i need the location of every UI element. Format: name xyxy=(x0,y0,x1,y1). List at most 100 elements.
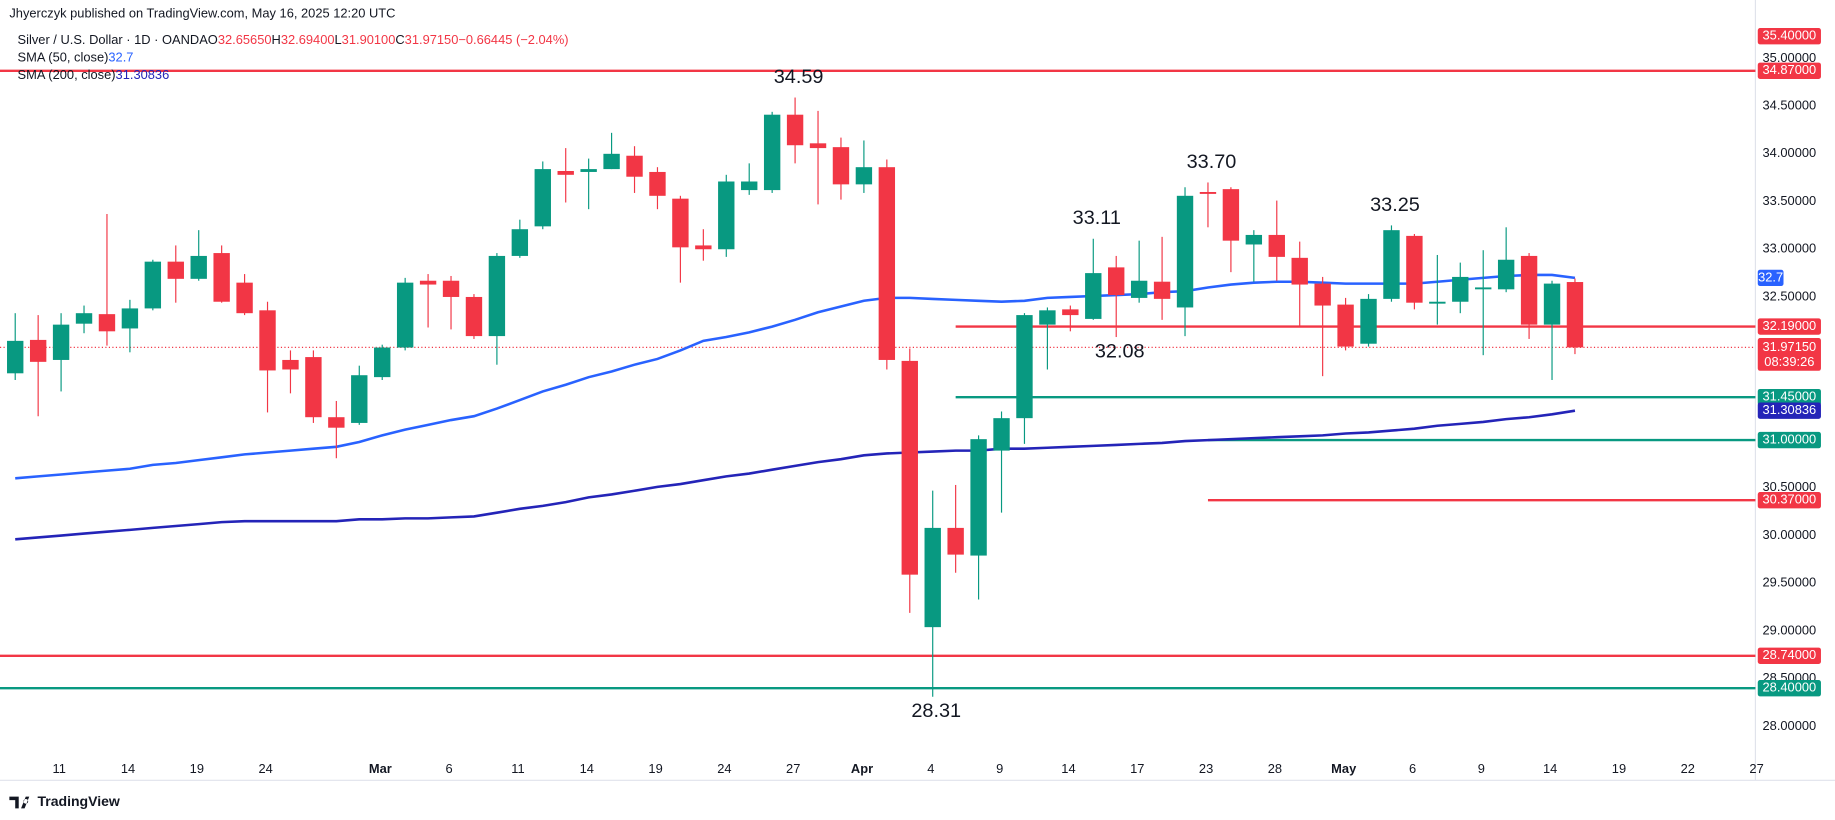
candle-body xyxy=(75,313,93,324)
level-label: 28.74000 xyxy=(1763,647,1817,662)
candle-body xyxy=(580,169,597,172)
candle-body xyxy=(1085,273,1102,319)
legend-ohlc-value: 31.97150 xyxy=(405,32,459,47)
sma-axis-label: 32.7 xyxy=(1758,269,1783,284)
candle-body xyxy=(351,375,368,423)
level-label-box xyxy=(1757,431,1821,449)
candle-body xyxy=(832,147,850,185)
candle-body xyxy=(1314,283,1331,306)
y-tick-label: 33.00000 xyxy=(1763,241,1817,256)
y-tick-label: 33.50000 xyxy=(1763,193,1817,208)
candle-body xyxy=(786,114,804,146)
candle-body xyxy=(511,229,529,256)
candle-body xyxy=(419,280,437,285)
candle-body xyxy=(1566,282,1584,348)
level-label: 28.40000 xyxy=(1763,680,1817,695)
candle-body xyxy=(488,255,506,337)
candle-body xyxy=(1383,230,1400,299)
x-tick-label: 19 xyxy=(190,761,204,776)
y-tick-label: 32.50000 xyxy=(1763,288,1817,303)
y-tick-label: 34.50000 xyxy=(1763,98,1817,113)
candle-body xyxy=(465,296,483,337)
annotation: 28.31 xyxy=(911,700,961,722)
candle-body xyxy=(626,155,643,177)
candle-body xyxy=(1222,189,1240,241)
legend-ohlc-key: H xyxy=(272,32,281,47)
y-tick-label: 34.00000 xyxy=(1763,145,1817,160)
candle-body xyxy=(1520,255,1538,325)
candle-body xyxy=(672,198,689,248)
candle-body xyxy=(603,153,620,170)
legend-ohlc-key: L xyxy=(335,32,342,47)
legend-sma-value: 31.30836 xyxy=(116,67,170,82)
x-tick-label: 28 xyxy=(1268,761,1282,776)
sma-line xyxy=(15,273,1576,480)
x-tick-label: 24 xyxy=(258,761,272,776)
candle-body xyxy=(52,324,70,360)
header: Jhyerczyk published on TradingView.com, … xyxy=(9,5,395,20)
x-tick-label: 17 xyxy=(1130,761,1144,776)
candle-body xyxy=(763,114,781,191)
candle-body xyxy=(557,170,574,175)
annotation: 33.25 xyxy=(1370,194,1420,216)
x-tick-label: 24 xyxy=(717,761,731,776)
footer-logo xyxy=(9,796,30,809)
candle-body xyxy=(695,245,712,250)
legend-sma: SMA (200, close)31.30836 xyxy=(18,67,170,82)
candle-body xyxy=(1268,234,1285,257)
price-label: 31.97150 xyxy=(1763,339,1817,354)
candle-body xyxy=(1497,259,1515,290)
x-tick-label: 27 xyxy=(1749,761,1763,776)
candle-body xyxy=(1039,310,1056,325)
candle-body xyxy=(7,340,24,374)
legend-main: Silver / U.S. Dollar · 1D · OANDAO32.656… xyxy=(18,32,569,47)
candle-body xyxy=(809,143,827,149)
candle-body xyxy=(1062,309,1079,316)
y-tick-label: 29.00000 xyxy=(1763,622,1817,637)
candle-body xyxy=(282,359,299,370)
x-tick-label: 9 xyxy=(996,761,1003,776)
sma-line xyxy=(15,409,1576,541)
candle-body xyxy=(947,527,964,555)
candle-body xyxy=(1153,281,1171,299)
candle-body xyxy=(1337,304,1354,347)
level-label-box xyxy=(1757,318,1821,335)
legend-ohlc-value: 32.69400 xyxy=(281,32,335,47)
candle-body xyxy=(190,255,207,279)
x-tick-label: 11 xyxy=(53,761,66,776)
x-tick-label: 11 xyxy=(511,761,524,776)
candle-body xyxy=(1016,315,1033,419)
candle-body xyxy=(98,314,116,332)
candle-body xyxy=(970,439,987,556)
footer-brand: TradingView xyxy=(37,793,119,809)
level-label: 35.40000 xyxy=(1763,28,1817,43)
candle-body xyxy=(442,280,460,297)
candle-body xyxy=(1291,257,1308,285)
level-label: 30.37000 xyxy=(1763,492,1817,507)
level-label: 31.45000 xyxy=(1763,389,1817,404)
x-tick-label: 23 xyxy=(1199,761,1213,776)
candle-body xyxy=(236,282,253,314)
level-label: 34.87000 xyxy=(1763,62,1817,77)
x-tick-label: 14 xyxy=(1061,761,1075,776)
x-tick-label: 4 xyxy=(927,761,934,776)
level-label-box xyxy=(1757,680,1821,697)
legend-ohlc-key: C xyxy=(395,32,404,47)
x-tick-label: 6 xyxy=(1409,761,1416,776)
legend-ohlc-value: 31.90100 xyxy=(342,32,396,47)
legend-symbol: Silver / U.S. Dollar · 1D · OANDA xyxy=(18,32,209,47)
candle-body xyxy=(741,181,758,191)
candle-body xyxy=(213,253,230,302)
y-tick-label: 30.00000 xyxy=(1763,527,1817,542)
candle-body xyxy=(1130,280,1148,298)
x-tick-label: 14 xyxy=(121,761,135,776)
candle-body xyxy=(1406,235,1423,303)
legend-ohlc-key: O xyxy=(208,32,218,47)
sma-axis-box xyxy=(1757,402,1821,419)
x-tick-label: 6 xyxy=(446,761,453,776)
x-tick-label: 19 xyxy=(1612,761,1626,776)
price-label-box xyxy=(1757,338,1821,371)
candle-body xyxy=(901,360,918,575)
legend-sma-name: SMA (200, close) xyxy=(18,67,116,82)
level-label-box xyxy=(1757,28,1821,45)
